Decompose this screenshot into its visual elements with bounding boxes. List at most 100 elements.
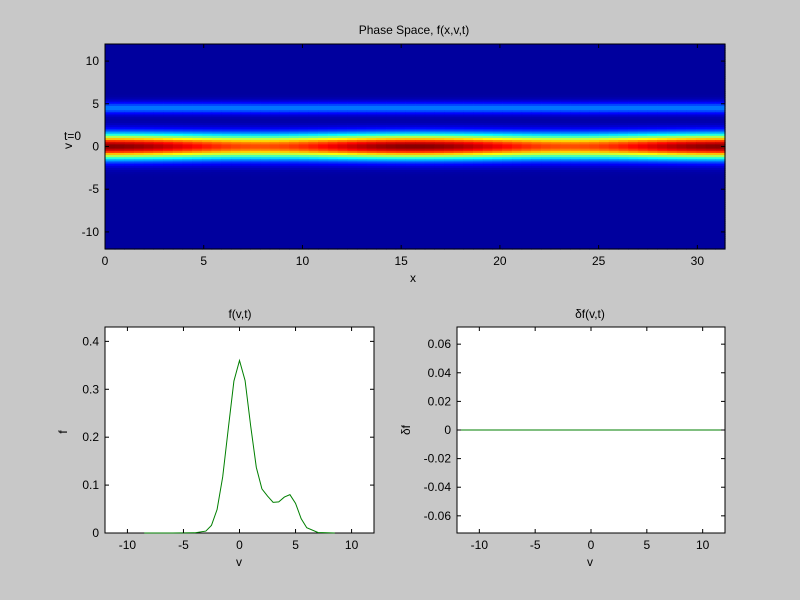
heatmap-cell (628, 161, 639, 165)
heatmap-cell (279, 163, 290, 167)
heatmap-cell (395, 118, 406, 122)
heatmap-cell (172, 82, 184, 86)
heatmap-cell (318, 189, 329, 192)
heatmap-cell (540, 48, 552, 52)
heatmap-cell (676, 150, 687, 154)
heatmap-cell (453, 44, 465, 47)
heatmap-cell (415, 54, 426, 58)
heatmap-cell (279, 44, 290, 47)
heatmap-cell (550, 71, 561, 75)
heatmap-cell (453, 199, 465, 203)
heatmap-cell (385, 146, 397, 150)
heatmap-cell (502, 112, 513, 116)
heatmap-cell (715, 44, 726, 47)
heatmap-cell (356, 114, 368, 118)
heatmap-cell (434, 195, 445, 199)
heatmap-cell (153, 191, 164, 195)
heatmap-cell (405, 99, 416, 103)
heatmap-cell (105, 108, 116, 111)
heatmap-cell (482, 58, 494, 62)
heatmap-cell (521, 120, 532, 124)
heatmap-cell (376, 199, 387, 203)
heatmap-cell (289, 125, 300, 128)
heatmap-cell (647, 137, 658, 141)
heatmap-cell (511, 180, 523, 184)
heatmap-cell (482, 46, 494, 49)
heatmap-cell (327, 105, 339, 109)
heatmap-cell (715, 137, 726, 141)
heatmap-cell (686, 197, 697, 201)
heatmap-cell (686, 180, 697, 184)
heatmap-cell (192, 148, 203, 152)
heatmap-cell (453, 187, 465, 190)
heatmap-cell (657, 90, 668, 94)
heatmap-cell (415, 110, 426, 113)
heatmap-cell (356, 97, 368, 101)
heatmap-cell (473, 131, 484, 135)
heatmap-cell (715, 178, 726, 182)
heatmap-cell (463, 133, 474, 137)
heatmap-cell (192, 191, 203, 195)
heatmap-cell (356, 144, 368, 148)
heatmap-cell (153, 137, 164, 141)
heatmap-cell (608, 110, 620, 113)
heatmap-cell (298, 76, 310, 79)
heatmap-cell (289, 135, 300, 139)
heatmap-cell (424, 176, 435, 180)
heatmap-cell (134, 189, 145, 192)
heatmap-cell (570, 137, 581, 141)
heatmap-cell (192, 56, 203, 60)
heatmap-cell (560, 189, 571, 192)
heatmap-cell (453, 206, 465, 210)
heatmap-cell (647, 110, 658, 113)
heatmap-cell (260, 148, 271, 152)
heatmap-cell (182, 148, 193, 152)
heatmap-cell (163, 56, 174, 60)
heatmap-cell (589, 118, 600, 122)
heatmap-cell (444, 172, 455, 175)
heatmap-cell (337, 99, 348, 103)
heatmap-cell (124, 84, 135, 88)
heatmap-cell (676, 197, 687, 201)
heatmap-cell (482, 67, 494, 71)
heatmap-cell (705, 199, 716, 203)
heatmap-cell (289, 103, 300, 107)
heatmap-cell (415, 195, 426, 199)
heatmap-cell (521, 197, 532, 201)
heatmap-cell (376, 50, 387, 54)
heatmap-cell (201, 108, 213, 111)
heatmap-cell (211, 95, 222, 98)
heatmap-cell (415, 78, 426, 81)
heatmap-cell (628, 208, 639, 212)
heatmap-cell (318, 73, 329, 77)
heatmap-cell (385, 197, 397, 201)
heatmap-cell (579, 123, 590, 126)
heatmap-cell (415, 97, 426, 101)
heatmap-cell (269, 93, 280, 96)
heatmap-cell (182, 118, 193, 122)
heatmap-cell (521, 169, 532, 173)
heatmap-cell (405, 103, 416, 107)
heatmap-cell (356, 163, 368, 167)
heatmap-cell (686, 69, 697, 73)
heatmap-cell (376, 108, 387, 111)
heatmap-cell (347, 58, 358, 62)
heatmap-cell (666, 123, 678, 126)
heatmap-cell (405, 135, 416, 139)
heatmap-cell (124, 184, 135, 188)
heatmap-cell (560, 61, 571, 64)
heatmap-cell (356, 131, 368, 135)
heatmap-cell (531, 73, 542, 77)
heatmap-cell (579, 189, 590, 192)
heatmap-cell (589, 131, 600, 135)
heatmap-cell (376, 135, 387, 139)
heatmap-cell (356, 86, 368, 90)
heatmap-cell (134, 140, 145, 143)
heatmap-cell (327, 159, 339, 163)
heatmap-cell (715, 202, 726, 205)
heatmap-cell (463, 95, 474, 98)
heatmap-cell (269, 163, 280, 167)
heatmap-cell (250, 199, 261, 203)
heatmap-cell (492, 182, 503, 186)
heatmap-cell (492, 123, 503, 126)
